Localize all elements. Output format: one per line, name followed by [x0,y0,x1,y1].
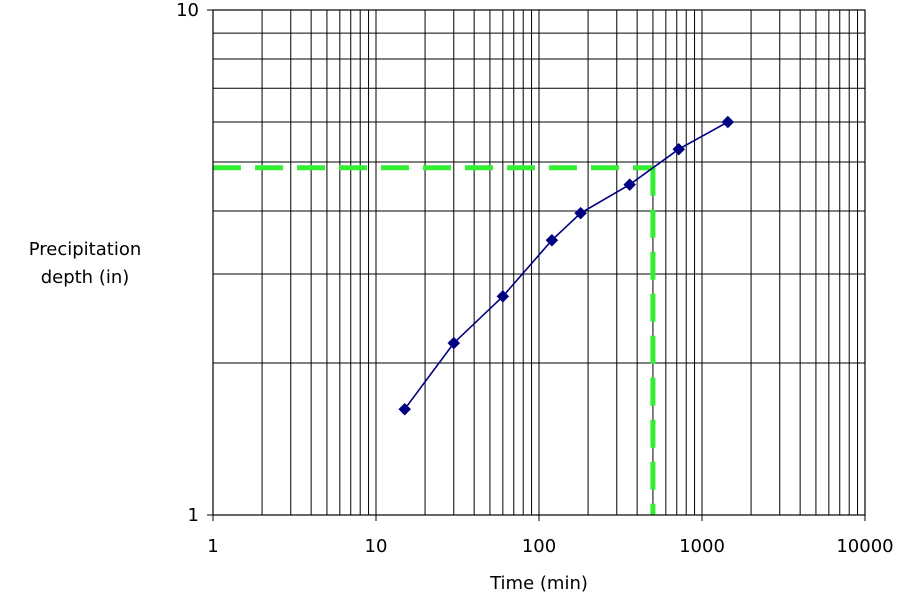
reference-lines [213,165,656,515]
y-tick-label: 1 [188,505,199,526]
data-point-marker [447,336,461,350]
plot-frame [207,9,866,521]
grid [213,10,865,515]
y-axis-label-line-1: Precipitation [29,239,142,260]
data-point-marker [623,178,637,191]
data-point-marker [496,289,510,303]
data-point-marker [398,402,412,416]
y-axis-label-line-2: depth (in) [41,267,130,288]
axis-labels: Precipitation depth (in) Time (min) 1 10 1… [29,0,894,594]
data-point-marker [574,206,587,220]
x-tick-label: 10000 [836,536,893,557]
x-tick-label: 100 [522,536,556,557]
x-tick-label: 1000 [679,536,725,557]
data-point-marker [672,142,686,156]
data-point-marker [545,233,559,247]
y-tick-label: 10 [176,0,199,21]
data-point-marker [721,115,735,129]
x-tick-label: 1 [207,536,218,557]
x-axis-label: Time (min) [489,573,588,594]
x-tick-label: 10 [365,536,388,557]
data-series [398,115,735,416]
series-line [404,121,729,410]
